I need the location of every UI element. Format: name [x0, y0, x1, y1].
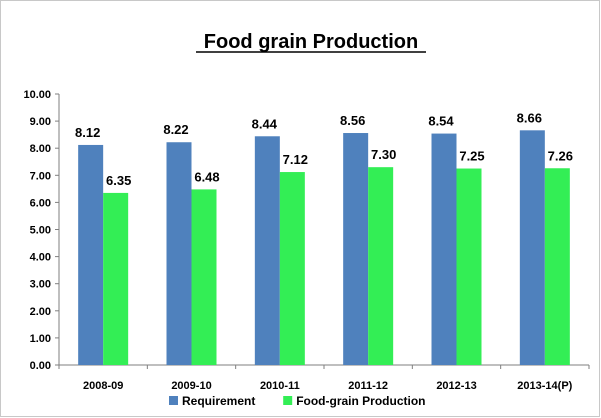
- legend-label: Food-grain Production: [296, 394, 425, 408]
- data-label: 7.30: [371, 147, 396, 162]
- y-tick-label: 5.00: [30, 225, 51, 237]
- y-tick-label: 2.00: [30, 306, 51, 318]
- data-label: 7.26: [548, 148, 573, 163]
- x-tick-label: 2011-12: [348, 380, 388, 392]
- x-tick-label: 2009-10: [171, 380, 211, 392]
- y-tick-label: 1.00: [30, 333, 51, 345]
- data-label: 8.56: [340, 113, 365, 128]
- data-label: 8.66: [517, 110, 542, 125]
- y-tick-label: 0.00: [30, 360, 51, 372]
- bar-requirement-2011-12: [343, 133, 369, 365]
- data-label: 8.44: [252, 116, 278, 131]
- bar-requirement-2013-14-p-: [519, 130, 545, 365]
- y-tick-label: 4.00: [30, 252, 51, 264]
- legend-swatch: [283, 396, 293, 405]
- bar-food-grain-production-2012-13: [456, 168, 482, 365]
- y-axis: 0.00 1.00 2.00 3.00 4.00 5.00 6.00 7.00 8.00 9.00…: [23, 89, 60, 372]
- data-label: 7.25: [459, 149, 484, 164]
- bar-food-grain-production-2013-14-p-: [544, 168, 570, 365]
- bars: [78, 130, 570, 365]
- bar-requirement-2010-11: [254, 136, 280, 365]
- data-label: 8.54: [428, 114, 454, 129]
- x-axis: 2008-09 2009-10 2010-11 2011-12 2012-13 2013-…: [58, 364, 590, 392]
- data-label: 6.35: [106, 173, 131, 188]
- data-label: 8.12: [75, 125, 100, 140]
- x-tick-label: 2010-11: [260, 380, 300, 392]
- y-tick-label: 8.00: [30, 143, 51, 155]
- y-tick-label: 10.00: [23, 89, 51, 101]
- y-tick-label: 3.00: [30, 279, 51, 291]
- legend: Requirement Food-grain Production: [169, 394, 426, 408]
- bar-requirement-2009-10: [166, 142, 192, 365]
- legend-swatch: [169, 396, 178, 405]
- bar-food-grain-production-2008-09: [103, 192, 129, 365]
- data-label: 7.12: [283, 152, 308, 167]
- y-tick-label: 7.00: [30, 170, 51, 182]
- y-tick-label: 9.00: [30, 116, 51, 128]
- bar-food-grain-production-2009-10: [191, 189, 217, 365]
- legend-label: Requirement: [182, 394, 255, 408]
- data-label: 8.22: [163, 122, 188, 137]
- bar-food-grain-production-2011-12: [368, 167, 394, 365]
- bar-requirement-2012-13: [431, 133, 457, 365]
- x-tick-label: 2012-13: [436, 380, 476, 392]
- x-tick-label: 2013-14(P): [517, 380, 572, 392]
- bar-requirement-2008-09: [78, 144, 104, 365]
- x-tick-label: 2008-09: [83, 380, 123, 392]
- bar-food-grain-production-2010-11: [279, 172, 305, 365]
- data-labels: 8.12 6.35 8.22 6.48 8.44 7.12 8.56 7.30 8.54 7.25…: [75, 110, 573, 188]
- data-label: 6.48: [194, 169, 219, 184]
- y-tick-label: 6.00: [30, 197, 51, 209]
- chart-title: Food grain Production: [204, 31, 418, 53]
